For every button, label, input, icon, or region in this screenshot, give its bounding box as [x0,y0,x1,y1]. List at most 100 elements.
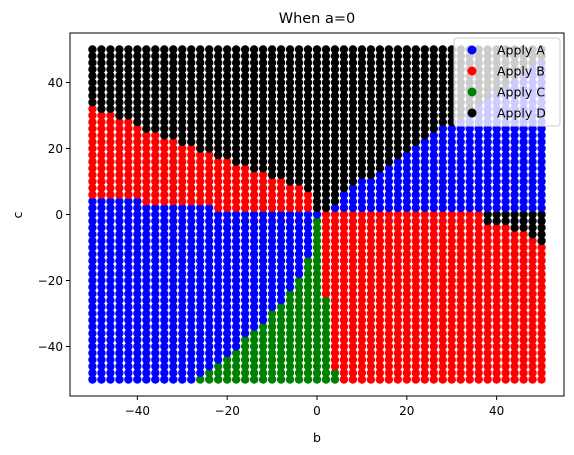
data-point [411,131,420,140]
data-point [267,58,277,67]
data-point [393,150,403,160]
data-point [124,342,133,351]
data-point [402,111,412,120]
data-point [294,329,304,338]
data-point [474,256,483,265]
data-point [276,124,286,133]
data-point [474,309,483,318]
data-point [348,190,358,199]
data-point [312,342,322,351]
data-point [537,170,546,180]
data-point [267,84,277,94]
data-point [169,137,178,147]
data-point [528,249,537,259]
data-point [160,91,169,100]
data-point [124,256,133,265]
data-point [106,124,115,133]
data-point [88,197,97,206]
data-point [169,256,178,265]
data-point [483,269,492,279]
data-point [142,368,151,378]
data-point [106,355,115,364]
data-point [465,197,474,206]
data-point [420,117,429,127]
data-point [178,329,187,338]
data-point [312,150,322,160]
data-point [285,249,295,259]
data-point [366,183,376,193]
data-point [537,216,546,226]
data-point [294,302,304,312]
data-point [285,342,295,351]
data-point [339,203,349,213]
data-point [258,150,268,160]
data-point [375,355,385,364]
data-point [411,269,420,279]
data-point [312,216,322,226]
data-point [438,164,447,173]
data-point [348,348,358,358]
data-point [393,131,403,140]
data-point [240,355,250,364]
data-point [160,269,169,279]
data-point [528,282,537,292]
data-point [483,375,492,384]
data-point [214,104,223,114]
data-point [106,249,115,259]
data-point [411,216,420,226]
data-point [339,230,349,239]
data-point [267,282,277,292]
legend-marker [467,45,477,55]
data-point [142,45,151,54]
data-point [330,309,340,318]
data-point [258,362,268,371]
data-point [474,131,483,140]
data-point [492,210,501,219]
data-point [357,243,367,252]
data-point [178,84,187,94]
data-point [142,98,151,107]
data-point [429,183,438,193]
data-point [231,124,241,133]
data-point [375,223,385,232]
data-point [196,45,205,54]
data-point [330,170,340,180]
data-point [124,104,133,114]
data-point [519,124,528,133]
data-point [510,203,519,213]
data-point [330,98,340,107]
data-point [429,243,438,252]
data-point [294,362,304,371]
data-point [240,45,250,54]
data-point [519,157,528,166]
data-point [483,355,492,364]
data-point [384,276,394,285]
data-point [483,282,492,292]
data-point [501,190,510,199]
data-point [106,216,115,226]
data-point [88,348,97,358]
data-point [267,177,277,186]
data-point [348,256,358,265]
data-point [330,249,340,259]
data-point [312,84,322,94]
data-point [330,124,340,133]
data-point [231,84,241,94]
data-point [348,296,358,305]
data-point [205,249,214,259]
data-point [294,230,304,239]
data-point [330,243,340,252]
data-point [339,117,349,127]
data-point [492,170,501,180]
data-point [231,104,241,114]
data-point [492,256,501,265]
data-point [438,289,447,298]
data-point [160,296,169,305]
data-point [339,249,349,259]
data-point [510,342,519,351]
data-point [160,342,169,351]
data-point [321,249,331,259]
data-point [510,144,519,153]
data-point [240,276,250,285]
data-point [267,51,277,61]
